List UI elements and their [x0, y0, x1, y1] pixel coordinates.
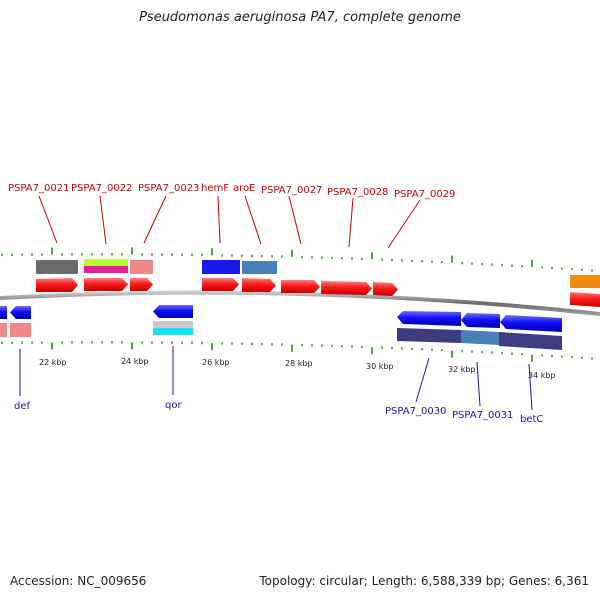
gene-arrow-reverse[interactable] — [461, 313, 500, 328]
gene-label[interactable]: PSPA7_0022 — [71, 183, 132, 194]
gene-arrow-forward[interactable] — [36, 278, 78, 292]
feature-box-salmon — [0, 323, 7, 337]
map-title: Pseudomonas aeruginosa PA7, complete gen… — [139, 10, 461, 25]
feature-box-blue — [202, 260, 240, 274]
reverse-gene-labels: def qor PSPA7_0030 PSPA7_0031 betC — [14, 400, 543, 425]
feature-box-light-gray — [153, 321, 193, 328]
genome-summary-text: Topology: circular; Length: 6,588,339 bp… — [259, 574, 589, 588]
gene-arrow-forward[interactable] — [202, 278, 239, 291]
scale-label: 30 kbp — [366, 362, 394, 371]
feature-box-dark-slate — [397, 328, 461, 343]
gene-label[interactable]: PSPA7_0029 — [394, 189, 455, 200]
feature-box-steel-blue — [242, 261, 277, 274]
scale-label: 22 kbp — [39, 358, 67, 367]
gene-arrow-forward[interactable] — [130, 278, 153, 291]
gene-arrow-forward[interactable] — [570, 292, 600, 307]
scale-labels: 22 kbp 24 kbp 26 kbp 28 kbp 30 kbp 32 kb… — [39, 357, 556, 380]
forward-gene-track — [36, 278, 600, 307]
feature-box-orange — [570, 275, 600, 288]
gene-label[interactable]: PSPA7_0021 — [8, 183, 69, 194]
forward-callout-lines — [38, 195, 421, 249]
gene-label[interactable]: PSPA7_0030 — [385, 406, 446, 417]
feature-box-dark-slate — [499, 332, 562, 350]
gene-label[interactable]: PSPA7_0027 — [261, 185, 322, 196]
gene-arrow-reverse[interactable] — [0, 306, 7, 319]
reverse-feature-track — [0, 321, 562, 350]
outer-tick-row — [1, 247, 593, 272]
gene-label[interactable]: PSPA7_0023 — [138, 183, 199, 194]
gene-label[interactable]: def — [14, 401, 31, 412]
gene-arrow-forward[interactable] — [373, 282, 398, 296]
forward-feature-track — [36, 259, 600, 288]
inner-tick-row — [1, 341, 593, 362]
gene-arrow-reverse[interactable] — [10, 306, 31, 319]
feature-box-salmon — [10, 323, 31, 337]
gene-arrow-reverse[interactable] — [397, 311, 461, 326]
forward-gene-labels: PSPA7_0021 PSPA7_0022 PSPA7_0023 hemF ar… — [8, 183, 455, 200]
scale-label: 26 kbp — [202, 358, 230, 367]
reverse-callout-lines — [19, 346, 533, 411]
gene-label[interactable]: PSPA7_0031 — [452, 410, 513, 421]
gene-arrow-forward[interactable] — [321, 281, 372, 295]
gene-label[interactable]: PSPA7_0028 — [327, 187, 388, 198]
gene-label[interactable]: qor — [165, 400, 182, 411]
feature-box-lime — [84, 259, 128, 266]
gene-arrow-reverse[interactable] — [153, 305, 193, 318]
scale-label: 32 kbp — [448, 365, 476, 374]
gene-label[interactable]: betC — [520, 414, 543, 425]
feature-box-steel-blue — [461, 330, 499, 345]
scale-label: 34 kbp — [528, 371, 556, 380]
gene-arrow-forward[interactable] — [281, 280, 320, 293]
gene-arrow-forward[interactable] — [84, 278, 128, 291]
scale-label: 28 kbp — [285, 359, 313, 368]
gene-label[interactable]: aroE — [233, 183, 255, 194]
feature-box-cyan — [153, 328, 193, 335]
accession-text: Accession: NC_009656 — [10, 574, 147, 588]
gene-arrow-reverse[interactable] — [500, 315, 562, 332]
feature-box-magenta — [84, 266, 128, 273]
gene-label[interactable]: hemF — [201, 183, 229, 194]
genome-backbone — [0, 290, 600, 316]
feature-box-dark-gray — [36, 260, 78, 274]
feature-box-salmon — [130, 260, 153, 274]
gene-arrow-forward[interactable] — [242, 278, 276, 292]
reverse-gene-track — [0, 305, 562, 332]
scale-label: 24 kbp — [121, 357, 149, 366]
